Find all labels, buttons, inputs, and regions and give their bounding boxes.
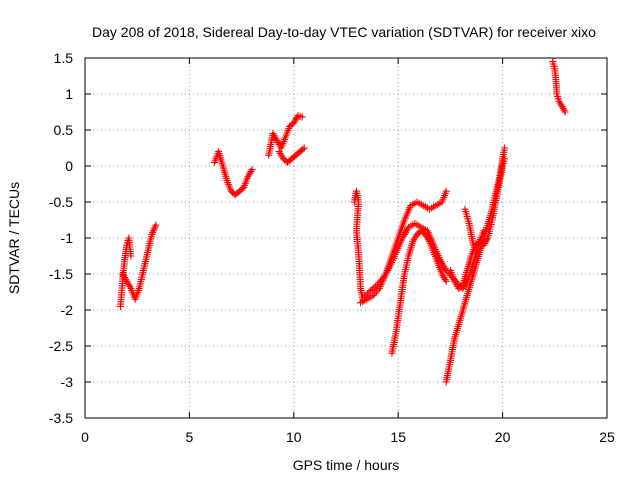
data-point-marker — [469, 241, 477, 249]
y-axis-title: SDTVAR / TECUs — [6, 182, 22, 294]
x-tick-label: 20 — [495, 429, 511, 445]
x-tick-label: 25 — [599, 429, 615, 445]
data-point-marker — [501, 144, 509, 152]
data-point-marker — [442, 277, 450, 285]
y-tick-label: -3 — [61, 374, 74, 390]
data-series — [357, 187, 450, 307]
y-tick-label: -3.5 — [49, 410, 73, 426]
x-tick-label: 5 — [186, 429, 194, 445]
plot-frame — [84, 57, 608, 419]
data-point-marker — [300, 144, 308, 152]
grid-lines — [85, 58, 607, 418]
y-tick-label: 1 — [65, 86, 73, 102]
data-point-marker — [501, 155, 509, 163]
data-series — [265, 112, 306, 159]
y-tick-label: -0.5 — [49, 194, 73, 210]
x-tick-label: 15 — [390, 429, 406, 445]
y-tick-label: 0 — [65, 158, 73, 174]
x-tick-label: 0 — [81, 429, 89, 445]
y-tick-label: -1.5 — [49, 266, 73, 282]
data-series — [461, 205, 477, 249]
data-series — [549, 58, 569, 116]
data-point-marker — [248, 166, 256, 174]
y-tick-label: -1 — [61, 230, 74, 246]
data-series — [388, 227, 450, 357]
data-series — [446, 155, 509, 292]
data-point-marker — [298, 113, 306, 121]
y-tick-label: -2.5 — [49, 338, 73, 354]
y-tick-label: 0.5 — [54, 122, 74, 138]
y-tick-label: 1.5 — [54, 50, 74, 66]
y-tick-label: -2 — [61, 302, 74, 318]
data-point-marker — [442, 187, 450, 195]
x-axis-title: GPS time / hours — [293, 457, 400, 473]
x-axis-tick-labels: 0 5 10 15 20 25 — [81, 429, 615, 445]
data-point-marker — [152, 221, 160, 229]
x-tick-label: 10 — [286, 429, 302, 445]
chart-title: Day 208 of 2018, Sidereal Day-to-day VTE… — [92, 24, 596, 40]
data-point-marker — [127, 252, 135, 260]
data-point-marker — [299, 145, 307, 153]
data-series — [210, 148, 256, 199]
data-point-marker — [561, 108, 569, 116]
data-points — [116, 58, 569, 386]
y-axis-tick-labels: -3.5 -3 -2.5 -2 -1.5 -1 -0.5 0 0.5 1 1.5 — [49, 50, 73, 426]
data-series — [275, 144, 308, 166]
data-series — [119, 221, 160, 303]
data-series — [116, 234, 135, 310]
